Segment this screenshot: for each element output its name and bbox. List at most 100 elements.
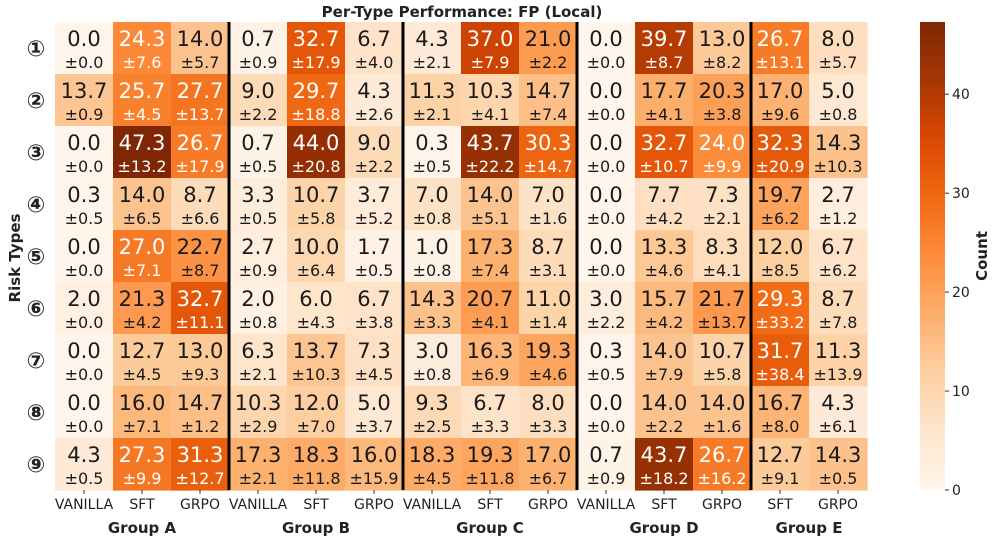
cell-error-label: ±7.4: [471, 261, 510, 280]
cell-error-label: ±0.5: [819, 469, 858, 488]
colorbar-tick-label: 30: [952, 186, 970, 202]
cell-value-label: 13.0: [177, 339, 224, 363]
heatmap-cell: [229, 22, 288, 75]
cell-error-label: ±7.9: [471, 53, 510, 72]
cell-value-label: 19.7: [757, 183, 804, 207]
cell-error-label: ±33.2: [755, 313, 804, 332]
cell-error-label: ±0.5: [239, 157, 278, 176]
cell-error-label: ±0.9: [587, 469, 626, 488]
cell-value-label: 3.7: [357, 183, 390, 207]
cell-value-label: 21.7: [699, 287, 746, 311]
cell-value-label: 27.0: [119, 235, 166, 259]
cell-error-label: ±11.1: [175, 313, 224, 332]
heatmap-cell: [345, 438, 404, 491]
cell-error-label: ±2.2: [355, 157, 394, 176]
heatmap-cell: [55, 74, 114, 127]
cell-error-label: ±9.1: [761, 469, 800, 488]
heatmap-cell: [229, 126, 288, 179]
cell-value-label: 0.0: [67, 131, 100, 155]
column-label: VANILLA: [229, 497, 288, 513]
cell-value-label: 7.0: [531, 183, 564, 207]
cell-value-label: 21.3: [119, 287, 166, 311]
cell-error-label: ±2.2: [239, 105, 278, 124]
heatmap-cell: [403, 438, 462, 491]
cell-value-label: 0.0: [67, 339, 100, 363]
cell-error-label: ±12.7: [175, 469, 224, 488]
cell-value-label: 26.7: [177, 131, 224, 155]
cell-error-label: ±1.6: [529, 209, 568, 228]
cell-error-label: ±3.3: [471, 417, 510, 436]
heatmap-cell: [171, 334, 230, 387]
cell-value-label: 18.3: [293, 443, 340, 467]
heatmap-cell: [693, 22, 752, 75]
cell-error-label: ±11.8: [291, 469, 340, 488]
heatmap-cell: [113, 386, 172, 439]
row-label: ②: [27, 89, 46, 114]
cell-value-label: 12.7: [757, 443, 804, 467]
cell-error-label: ±2.1: [239, 469, 278, 488]
cell-error-label: ±6.2: [819, 261, 858, 280]
heatmap-cell: [809, 386, 868, 439]
cell-error-label: ±2.1: [413, 105, 452, 124]
cell-error-label: ±4.1: [645, 105, 684, 124]
heatmap-cell: [171, 126, 230, 179]
cell-value-label: 10.3: [235, 391, 282, 415]
heatmap-cell: [751, 230, 810, 283]
heatmap-cell: [287, 22, 346, 75]
cell-error-label: ±6.9: [471, 365, 510, 384]
heatmap-cell: [229, 178, 288, 231]
cell-error-label: ±1.2: [181, 417, 220, 436]
heatmap-cell: [461, 22, 520, 75]
cell-value-label: 10.7: [293, 183, 340, 207]
cell-value-label: 32.7: [641, 131, 688, 155]
heatmap-cell: [113, 178, 172, 231]
cell-error-label: ±2.6: [355, 105, 394, 124]
cell-error-label: ±0.0: [587, 53, 626, 72]
heatmap-cell: [229, 334, 288, 387]
cell-value-label: 7.7: [647, 183, 680, 207]
heatmap-cell: [809, 230, 868, 283]
heatmap-cell: [577, 74, 636, 127]
group-label: Group D: [629, 519, 698, 537]
heatmap-cell: [113, 282, 172, 335]
heatmap-cell: [751, 178, 810, 231]
cell-error-label: ±6.1: [819, 417, 858, 436]
cell-error-label: ±18.2: [639, 469, 688, 488]
row-label: ③: [27, 141, 46, 166]
cell-error-label: ±2.1: [413, 53, 452, 72]
heatmap-cell: [287, 386, 346, 439]
cell-error-label: ±4.5: [123, 105, 162, 124]
heatmap-cell: [461, 334, 520, 387]
cell-error-label: ±2.1: [703, 209, 742, 228]
cell-value-label: 12.0: [757, 235, 804, 259]
heatmap-cell: [577, 438, 636, 491]
cell-error-label: ±6.5: [123, 209, 162, 228]
cell-error-label: ±14.7: [523, 157, 572, 176]
heatmap-cell: [403, 282, 462, 335]
cell-error-label: ±5.7: [819, 53, 858, 72]
group-label: Group A: [108, 519, 177, 537]
cell-value-label: 6.7: [473, 391, 506, 415]
heatmap-cell: [403, 334, 462, 387]
heatmap-cell: [693, 74, 752, 127]
heatmap-cell: [113, 230, 172, 283]
heatmap-cell: [55, 126, 114, 179]
heatmap-cell: [403, 126, 462, 179]
cell-value-label: 8.0: [531, 391, 564, 415]
cell-error-label: ±20.8: [291, 157, 340, 176]
group-label: Group C: [456, 519, 524, 537]
heatmap-cell: [809, 282, 868, 335]
cell-error-label: ±3.8: [355, 313, 394, 332]
cell-error-label: ±13.2: [117, 157, 166, 176]
heatmap-cell: [113, 334, 172, 387]
cell-value-label: 20.7: [467, 287, 514, 311]
cell-error-label: ±4.6: [529, 365, 568, 384]
heatmap-cell: [171, 178, 230, 231]
heatmap-cell: [403, 22, 462, 75]
heatmap-cell: [693, 282, 752, 335]
heatmap-cell: [345, 126, 404, 179]
cell-value-label: 8.7: [821, 287, 854, 311]
cell-error-label: ±1.6: [703, 417, 742, 436]
cell-value-label: 11.3: [815, 339, 862, 363]
heatmap-cell: [635, 334, 694, 387]
